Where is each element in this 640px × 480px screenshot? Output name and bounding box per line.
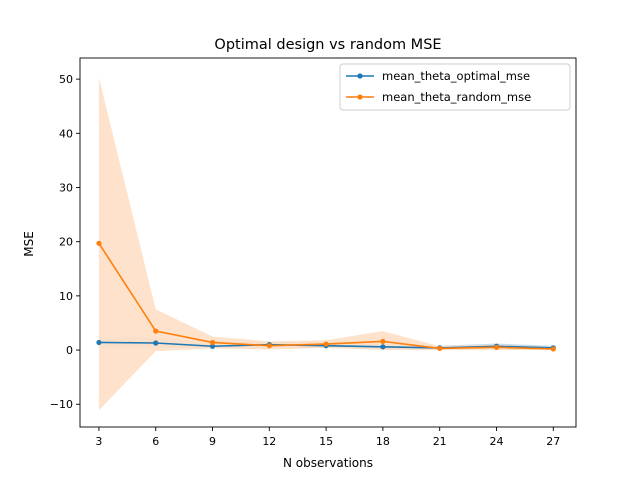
point-mean_theta_optimal_mse-9	[209, 343, 216, 349]
legend-box	[339, 63, 571, 111]
x-tick-label-9: 9	[209, 435, 216, 448]
x-tick-label-21: 21	[433, 435, 447, 448]
x-tick-label-27: 27	[546, 435, 560, 448]
point-mean_theta_random_mse-24	[493, 344, 500, 350]
point-mean_theta_random_mse-3	[96, 240, 102, 246]
legend-marker-mean_theta_random_mse	[357, 94, 363, 100]
y-tick-label-40: 40	[59, 127, 73, 140]
legend-marker-mean_theta_optimal_mse	[357, 73, 363, 79]
point-mean_theta_random_mse-18	[380, 338, 386, 344]
y-tick-label--10: −10	[50, 398, 73, 411]
x-tick-label-12: 12	[262, 435, 276, 448]
point-mean_theta_random_mse-6	[153, 328, 159, 334]
point-mean_theta_optimal_mse-6	[153, 340, 159, 346]
x-tick-label-3: 3	[95, 435, 102, 448]
y-tick-label-10: 10	[59, 290, 73, 303]
legend-label-mean_theta_random_mse: mean_theta_random_mse	[382, 90, 531, 104]
x-tick-label-15: 15	[319, 435, 333, 448]
point-mean_theta_random_mse-21	[437, 345, 443, 352]
x-tick-label-24: 24	[489, 435, 503, 448]
y-tick-label-20: 20	[59, 236, 73, 249]
series-lines	[96, 240, 556, 352]
x-axis-label: N observations	[283, 456, 373, 470]
chart-title: Optimal design vs random MSE	[214, 37, 441, 53]
y-tick-label-30: 30	[59, 182, 73, 195]
point-mean_theta_random_mse-15	[323, 341, 329, 347]
point-mean_theta_random_mse-9	[209, 339, 216, 346]
legend-label-mean_theta_optimal_mse: mean_theta_optimal_mse	[382, 69, 530, 83]
point-mean_theta_random_mse-12	[266, 343, 272, 349]
y-tick-label-50: 50	[59, 73, 73, 86]
plot-frame	[79, 57, 577, 428]
y-axis-label: MSE	[22, 231, 36, 257]
x-tick-label-18: 18	[376, 435, 390, 448]
y-tick-label-0: 0	[66, 344, 73, 357]
point-mean_theta_optimal_mse-18	[380, 344, 386, 350]
legend: mean_theta_optimal_mse mean_theta_random_…	[339, 63, 571, 111]
x-tick-label-6: 6	[152, 435, 159, 448]
point-mean_theta_random_mse-27	[550, 346, 556, 352]
axes: 3 6 9 12 15 18 21 24 27 −10 0 10 20 30 40 50	[50, 57, 577, 448]
point-mean_theta_optimal_mse-3	[96, 339, 102, 346]
